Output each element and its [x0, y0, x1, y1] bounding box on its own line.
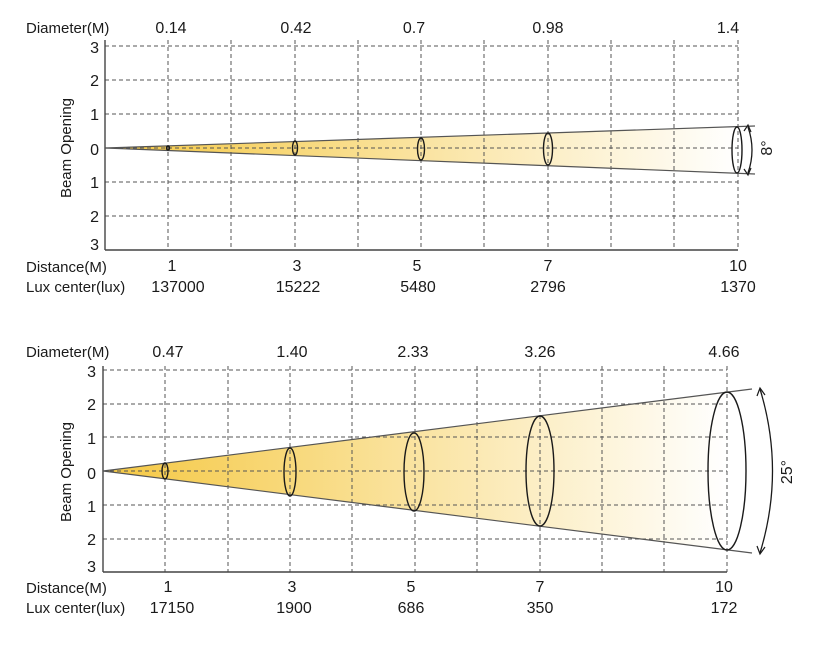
distance-value: 1 [168, 258, 177, 275]
angle-arc [747, 126, 753, 174]
y-tick: 2 [90, 209, 99, 226]
beam-edge-bottom [104, 147, 756, 175]
lux-value: 686 [398, 600, 425, 617]
y-tick: 1 [90, 175, 99, 192]
y-tick: 0 [87, 466, 96, 483]
beam-ring [707, 391, 747, 551]
distance-value: 7 [536, 579, 545, 596]
angle-arrow-top [743, 123, 752, 133]
diameter-value: 0.14 [155, 20, 186, 37]
angle-arrow-top [756, 386, 766, 397]
lux-center-label: Lux center(lux) [26, 600, 125, 617]
distance-value: 7 [544, 258, 553, 275]
y-tick: 1 [90, 107, 99, 124]
y-tick: 0 [90, 142, 99, 159]
beam-ring [161, 462, 169, 480]
distance-value: 10 [715, 579, 733, 596]
beam-opening-label: Beam Opening [58, 422, 75, 522]
beam-ring [542, 132, 554, 166]
distance-value: 3 [293, 258, 302, 275]
distance-values: 1 3 5 7 10 [168, 258, 747, 275]
y-tick: 2 [87, 397, 96, 414]
lux-value: 2796 [530, 279, 566, 296]
diameter-value: 1.40 [276, 344, 307, 361]
diameter-value: 3.26 [524, 344, 555, 361]
y-tick: 1 [87, 431, 96, 448]
beam-rings [165, 126, 743, 174]
diameter-label: Diameter(M) [26, 20, 109, 37]
beam-edge-bottom [102, 470, 753, 554]
diameter-value: 1.4 [717, 20, 739, 37]
distance-value: 1 [164, 579, 173, 596]
beam-rings [161, 391, 747, 551]
lux-value: 1900 [276, 600, 312, 617]
lux-value: 5480 [400, 279, 436, 296]
beam-edge-top [104, 125, 756, 149]
beam-angle-label: 25° [779, 460, 796, 484]
lux-value: 1370 [720, 279, 756, 296]
y-tick: 2 [87, 532, 96, 549]
y-tick: 2 [90, 73, 99, 90]
distance-label: Distance(M) [26, 259, 107, 276]
y-ticks: 3 2 1 0 1 2 3 [87, 364, 96, 576]
beam-ring [283, 447, 297, 497]
diameter-value: 0.47 [152, 344, 183, 361]
y-tick: 3 [90, 237, 99, 254]
y-tick: 3 [90, 40, 99, 57]
angle-arc [759, 388, 774, 554]
distance-value: 5 [413, 258, 422, 275]
lux-value: 137000 [151, 279, 204, 296]
angle-arrow-bottom [756, 545, 766, 556]
angle-arrow-bottom [743, 167, 752, 177]
distance-label: Distance(M) [26, 580, 107, 597]
distance-value: 3 [288, 579, 297, 596]
beam-ring [165, 145, 171, 151]
beam-cone [105, 126, 738, 174]
diameter-values: 0.14 0.42 0.7 0.98 1.4 [155, 20, 739, 37]
lux-values: 137000 15222 5480 2796 1370 [151, 279, 756, 296]
diameter-values: 0.47 1.40 2.33 3.26 4.66 [152, 344, 739, 361]
beam-ring [731, 126, 743, 174]
diameter-value: 4.66 [708, 344, 739, 361]
grid-lines [105, 40, 739, 250]
grid-lines [103, 366, 728, 572]
diameter-label: Diameter(M) [26, 344, 109, 361]
beam-ring [403, 432, 425, 512]
beam-opening-label: Beam Opening [58, 98, 75, 198]
diameter-value: 0.98 [532, 20, 563, 37]
lux-value: 17150 [150, 600, 195, 617]
beam-ring [525, 415, 555, 527]
diameter-value: 2.33 [397, 344, 428, 361]
diagram-wide: Diameter(M) Distance(M) Lux center(lux) … [26, 344, 796, 617]
lux-center-label: Lux center(lux) [26, 279, 125, 296]
distance-value: 10 [729, 258, 747, 275]
distance-value: 5 [407, 579, 416, 596]
y-tick: 1 [87, 499, 96, 516]
beam-ring [291, 140, 299, 156]
diagram-narrow: Diameter(M) Distance(M) Lux center(lux) … [26, 20, 776, 296]
y-tick: 3 [87, 559, 96, 576]
lux-value: 350 [527, 600, 554, 617]
diameter-value: 0.42 [280, 20, 311, 37]
beam-edge-top [102, 388, 753, 472]
y-ticks: 3 2 1 0 1 2 3 [90, 40, 99, 254]
lux-value: 172 [711, 600, 738, 617]
beam-angle-label: 8° [759, 140, 776, 155]
y-tick: 3 [87, 364, 96, 381]
diameter-value: 0.7 [403, 20, 425, 37]
lux-value: 15222 [276, 279, 321, 296]
distance-values: 1 3 5 7 10 [164, 579, 733, 596]
beam-ring [416, 137, 426, 161]
lux-values: 17150 1900 686 350 172 [150, 600, 738, 617]
